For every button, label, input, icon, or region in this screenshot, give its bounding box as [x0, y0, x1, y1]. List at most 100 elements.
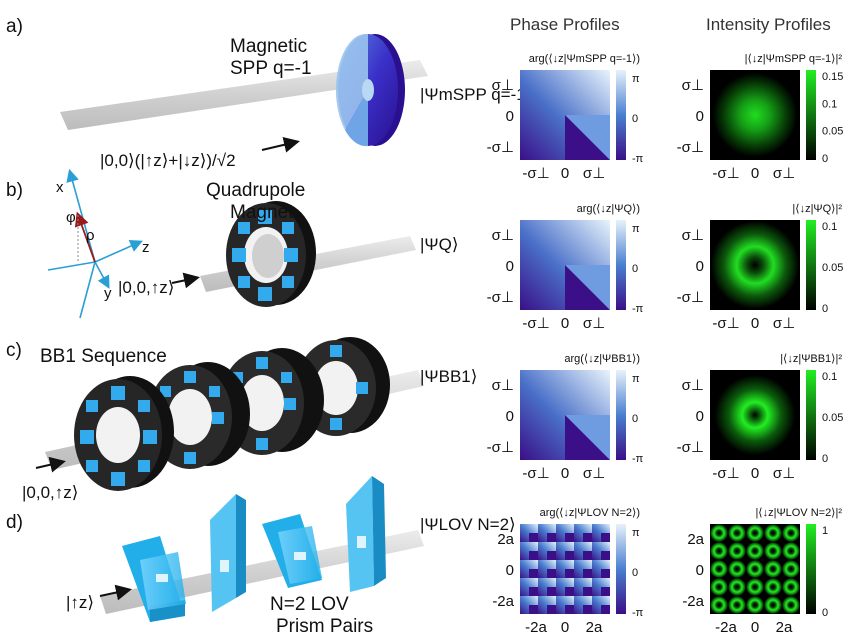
profile-row: arg(⟨↓z|ΨBB1⟩) |⟨↓z|ΨBB1⟩|² π 0 -π 0.1 0.05 0 σ⊥… — [487, 353, 844, 482]
intensity-header: Intensity Profiles — [706, 15, 831, 34]
lattice-ring — [728, 560, 746, 578]
prism-icon — [210, 494, 246, 612]
lattice-ring — [764, 596, 782, 614]
intensity-colorbar — [806, 70, 816, 160]
phase-plot-label: arg(⟨↓z|ΨmSPP q=-1⟩) — [529, 53, 640, 65]
device-label-line1: N=2 LOV — [270, 594, 349, 615]
phase-colorbar — [616, 370, 626, 460]
phase-cell-wrap — [601, 551, 610, 560]
lattice-ring — [728, 578, 746, 596]
axis-y-label: y — [104, 285, 112, 302]
lattice-ring — [764, 578, 782, 596]
x-tick-label: 2a — [776, 619, 793, 636]
phase-plot-label: arg(⟨↓z|ΨBB1⟩) — [564, 353, 640, 365]
intensity-colorbar — [806, 370, 816, 460]
lattice-ring — [710, 524, 728, 542]
y-tick-label: 0 — [506, 258, 514, 275]
lattice-ring — [746, 596, 764, 614]
intensity-colorbar-tick: 0 — [822, 303, 828, 315]
phase-wrap-wedge — [565, 115, 610, 160]
phase-cell-wrap — [583, 551, 592, 560]
intensity-plot-label: |⟨↓z|ΨmSPP q=-1⟩|² — [745, 53, 843, 65]
phase-colorbar-tick: π — [632, 527, 640, 539]
x-tick-label: -σ⊥ — [712, 315, 739, 332]
lattice-ring — [782, 524, 800, 542]
lattice-ring — [728, 524, 746, 542]
phase-cell-wrap — [547, 569, 556, 578]
x-tick-label: 0 — [561, 315, 569, 332]
device-label-line2: Magnet — [230, 202, 294, 223]
x-tick-label: 0 — [561, 465, 569, 482]
y-tick-label: 0 — [696, 408, 704, 425]
spp-plate-icon — [335, 33, 405, 147]
output-state: |ΨQ⟩ — [420, 235, 458, 254]
input-state: |0,0⟩(|↑z⟩+|↓z⟩)/√2 — [100, 151, 236, 170]
intensity-colorbar-tick: 0.1 — [822, 221, 837, 233]
input-state: |0,0,↑z⟩ — [118, 278, 174, 297]
device-label-line2: SPP q=-1 — [230, 58, 312, 79]
phase-cell-wrap — [547, 605, 556, 614]
intensity-plot-label: |⟨↓z|ΨLOV N=2⟩|² — [755, 507, 842, 519]
phase-cell-wrap — [601, 605, 610, 614]
intensity-colorbar-tick: 0.05 — [822, 262, 843, 274]
phase-colorbar-tick: π — [632, 73, 640, 85]
phase-colorbar-tick: π — [632, 373, 640, 385]
phase-colorbar-tick: -π — [632, 303, 644, 315]
donut-ring — [711, 221, 799, 309]
phase-colorbar — [616, 524, 626, 614]
y-tick-label: σ⊥ — [682, 77, 704, 94]
lattice-ring — [746, 524, 764, 542]
phase-colorbar-tick: 0 — [632, 263, 638, 275]
row-c: c) BB1 Sequence — [6, 337, 477, 502]
input-arrow — [99, 584, 132, 601]
y-tick-label: 0 — [696, 108, 704, 125]
intensity-colorbar — [806, 220, 816, 310]
lattice-ring — [746, 560, 764, 578]
y-tick-label: 2a — [687, 531, 704, 548]
gaussian-spot — [713, 73, 797, 157]
profile-plots: arg(⟨↓z|ΨmSPP q=-1⟩) |⟨↓z|ΨmSPP q=-1⟩|² π 0… — [487, 53, 844, 636]
x-tick-label: 0 — [561, 165, 569, 182]
output-state: |ΨBB1⟩ — [420, 367, 477, 386]
x-tick-label: σ⊥ — [773, 315, 795, 332]
x-tick-label: -σ⊥ — [522, 465, 549, 482]
intensity-colorbar-tick: 0.1 — [822, 98, 837, 110]
y-tick-label: σ⊥ — [492, 227, 514, 244]
quadrupole-magnet-icon — [226, 201, 316, 307]
row-d: d) N=2 LOV Prism Pairs |↑z⟩ |ΨLOV — [6, 476, 516, 637]
profile-row: arg(⟨↓z|ΨLOV N=2⟩) |⟨↓z|ΨLOV N=2⟩|² π 0 -π 1 0… — [492, 507, 842, 636]
beam — [60, 60, 428, 130]
row-letter: d) — [6, 512, 23, 533]
phase-cell-wrap — [565, 587, 574, 596]
phase-colorbar-tick: 0 — [632, 113, 638, 125]
axis-x-label: x — [56, 179, 64, 196]
x-tick-label: -σ⊥ — [712, 165, 739, 182]
row-letter: a) — [6, 16, 23, 37]
phase-colorbar — [616, 220, 626, 310]
intensity-colorbar-tick: 0 — [822, 607, 828, 619]
intensity-colorbar-tick: 1 — [822, 525, 828, 537]
phase-cell-wrap — [583, 605, 592, 614]
x-tick-label: 0 — [751, 315, 759, 332]
row-a: a) Magnetic SPP q=-1 |0,0⟩(|↑z⟩+|↓z⟩)/√2… — [6, 16, 532, 170]
intensity-colorbar-tick: 0.1 — [822, 371, 837, 383]
y-tick-label: σ⊥ — [492, 77, 514, 94]
lattice-ring — [764, 524, 782, 542]
y-tick-label: 0 — [696, 258, 704, 275]
phase-wrap-wedge — [565, 265, 610, 310]
input-state: |0,0,↑z⟩ — [22, 483, 78, 502]
phase-cell-wrap — [529, 533, 538, 542]
phase-colorbar-tick: -π — [632, 153, 644, 165]
phase-header: Phase Profiles — [510, 15, 620, 34]
y-tick-label: 0 — [506, 408, 514, 425]
phase-colorbar-tick: 0 — [632, 567, 638, 579]
y-tick-label: 0 — [506, 562, 514, 579]
x-tick-label: σ⊥ — [773, 465, 795, 482]
bb1-magnet-icon — [74, 376, 174, 491]
lattice-ring — [782, 542, 800, 560]
lattice-ring — [710, 578, 728, 596]
lattice-ring — [764, 542, 782, 560]
lattice-ring — [782, 596, 800, 614]
phase-colorbar-tick: -π — [632, 607, 644, 619]
phase-cell-wrap — [547, 587, 556, 596]
